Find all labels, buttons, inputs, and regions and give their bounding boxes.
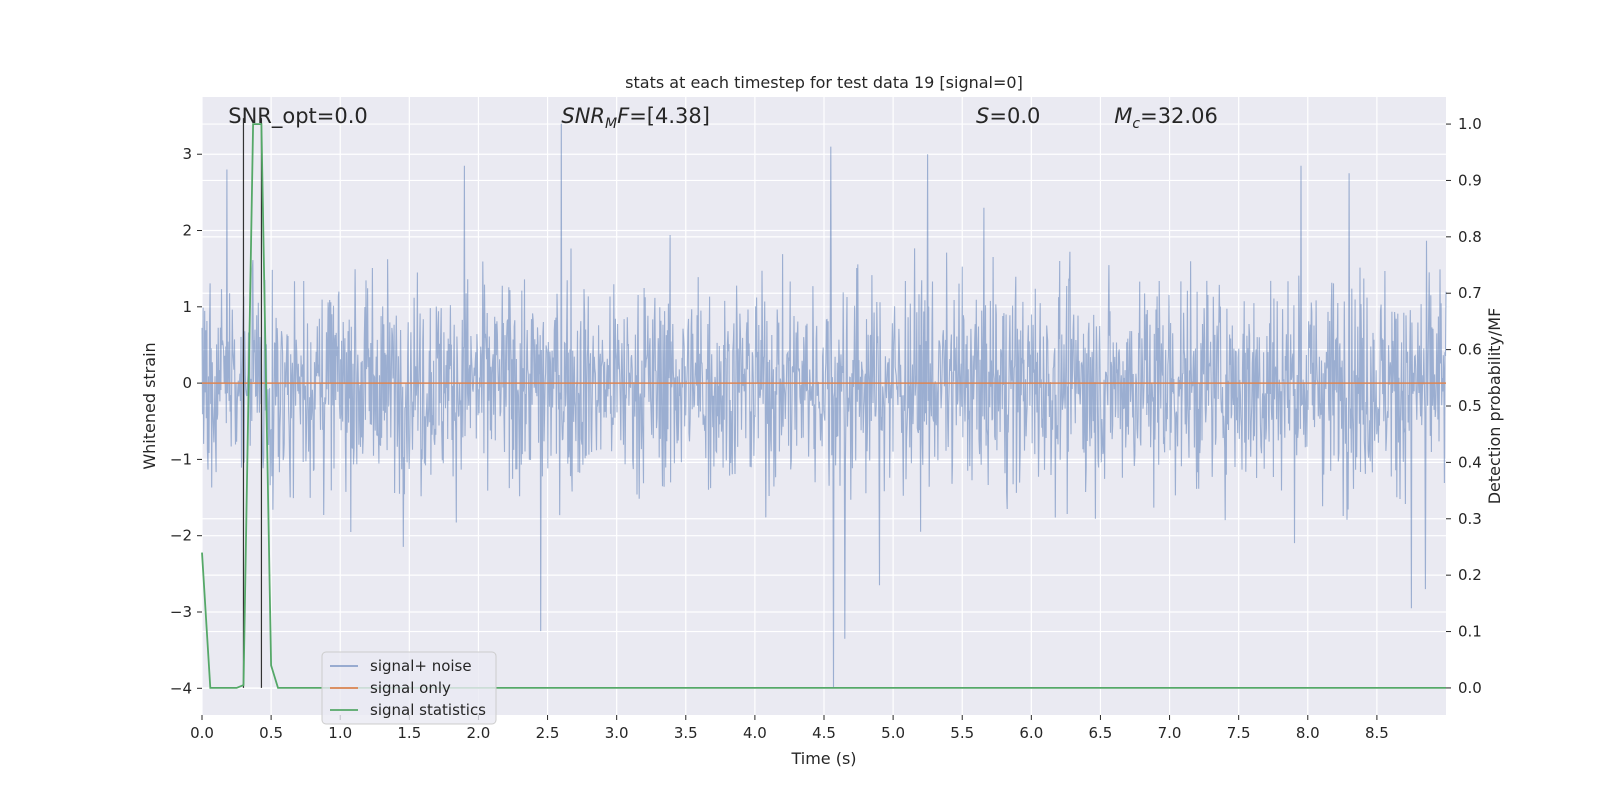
x-axis-label: Time (s) xyxy=(790,749,856,768)
y-tick-label: 0 xyxy=(182,374,192,392)
y-axis-label: Whitened strain xyxy=(140,342,159,469)
x-tick-label: 4.0 xyxy=(743,724,767,742)
annotation: Mc=32.06 xyxy=(1114,104,1218,132)
y2-tick-label: 0.2 xyxy=(1458,566,1482,584)
y-tick-label: −2 xyxy=(170,527,192,545)
y2-tick-label: 0.5 xyxy=(1458,397,1482,415)
legend-box xyxy=(321,651,497,725)
x-tick-label: 1.5 xyxy=(397,724,421,742)
y2-tick-label: 0.0 xyxy=(1458,679,1482,697)
series-signal-statistics xyxy=(201,123,1446,689)
y-tick-label: 1 xyxy=(182,298,192,316)
x-tick-label: 7.5 xyxy=(1227,724,1251,742)
x-tick-label: 0.0 xyxy=(190,724,214,742)
series-signal-plus-noise xyxy=(201,123,1447,689)
x-tick-label: 8.0 xyxy=(1296,724,1320,742)
x-tick-label: 4.5 xyxy=(812,724,836,742)
legend: signal+ noise signal only signal statistic… xyxy=(321,651,497,725)
x-tick-label: 1.0 xyxy=(328,724,352,742)
annotation: SNR_opt=0.0 xyxy=(228,104,368,129)
y2-tick-label: 1.0 xyxy=(1458,115,1482,133)
annotation: SNRMF=[4.38] xyxy=(561,104,710,132)
x-tick-label: 6.0 xyxy=(1019,724,1043,742)
x-tick-label: 2.5 xyxy=(536,724,560,742)
y-tick-label: −4 xyxy=(170,679,192,697)
y2-tick-label: 0.9 xyxy=(1458,171,1482,189)
x-tick-label: 5.5 xyxy=(950,724,974,742)
annotation: S=0.0 xyxy=(976,104,1040,128)
y2-tick-labels: 0.0 0.1 0.2 0.3 0.4 0.5 0.6 0.7 0.8 0.9 1.0 xyxy=(1446,115,1482,697)
series-line-signal-statistics xyxy=(201,123,1446,689)
x-tick-label: 3.0 xyxy=(605,724,629,742)
y-tick-label: 2 xyxy=(182,222,192,240)
y-tick-label: −3 xyxy=(170,603,192,621)
x-tick-label: 5.0 xyxy=(881,724,905,742)
legend-label: signal+ noise xyxy=(370,657,472,675)
y-tick-label: 3 xyxy=(182,145,192,163)
x-tick-label: 8.5 xyxy=(1365,724,1389,742)
chart-title: stats at each timestep for test data 19 … xyxy=(625,73,1023,92)
x-tick-label: 0.5 xyxy=(259,724,283,742)
x-tick-label: 3.5 xyxy=(674,724,698,742)
y-tick-labels: −4 −3 −2 −1 0 1 2 3 xyxy=(170,145,202,697)
y2-tick-label: 0.4 xyxy=(1458,453,1482,471)
x-tick-label: 6.5 xyxy=(1089,724,1113,742)
y2-tick-label: 0.7 xyxy=(1458,284,1482,302)
y-tick-label: −1 xyxy=(170,450,192,468)
y2-tick-label: 0.6 xyxy=(1458,341,1482,359)
y2-tick-label: 0.3 xyxy=(1458,510,1482,528)
legend-label: signal only xyxy=(370,679,451,697)
annotations: SNR_opt=0.0 SNRMF=[4.38] S=0.0 Mc=32.06 xyxy=(228,104,1218,132)
x-tick-label: 2.0 xyxy=(467,724,491,742)
x-tick-labels: 0.0 0.5 1.0 1.5 2.0 2.5 3.0 3.5 4.0 4.5 5.0 5.5 6.0 6… xyxy=(190,715,1389,742)
vertical-markers xyxy=(242,118,263,688)
legend-label: signal statistics xyxy=(370,701,486,719)
y2-tick-label: 0.1 xyxy=(1458,623,1482,641)
y2-tick-label: 0.8 xyxy=(1458,228,1482,246)
x-tick-label: 7.0 xyxy=(1158,724,1182,742)
y2-axis-label: Detection probability/MF xyxy=(1485,308,1504,505)
series-line-signal-plus-noise xyxy=(201,123,1447,689)
